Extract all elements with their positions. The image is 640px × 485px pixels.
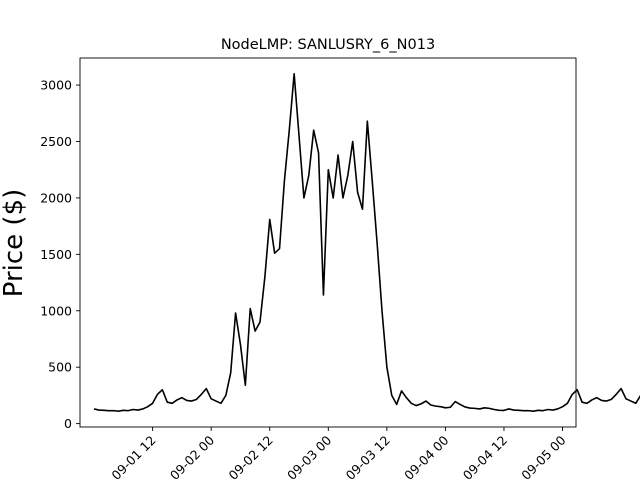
y-tick-label-1000: 1000	[40, 303, 72, 318]
y-tick-label-500: 500	[48, 360, 72, 375]
plot-frame	[79, 57, 577, 428]
y-tick-label-2000: 2000	[40, 190, 72, 205]
x-tick-label-4: 09-03 12	[343, 433, 393, 480]
x-tick-label-0: 09-01 12	[108, 433, 158, 480]
y-tick-label-0: 0	[64, 416, 72, 431]
plot-area: 0 500 1000 1500 2000 2500 3000 09-01 12 09-02 00…	[40, 57, 640, 483]
y-axis-label: Price ($)	[0, 189, 29, 298]
y-tick-label-1500: 1500	[40, 247, 72, 262]
x-tick-label-2: 09-02 12	[226, 433, 276, 480]
x-tick-label-6: 09-04 12	[460, 433, 510, 480]
series-line-0	[93, 73, 640, 413]
y-tick-label-2500: 2500	[40, 134, 72, 149]
chart-title: NodeLMP: SANLUSRY_6_N013	[221, 37, 435, 53]
x-tick-label-5: 09-04 00	[401, 432, 451, 480]
x-tick-label-7: 09-05 00	[518, 432, 568, 480]
x-tick-label-1: 09-02 00	[167, 432, 217, 480]
x-tick-label-3: 09-03 00	[284, 432, 334, 480]
y-tick-label-3000: 3000	[40, 78, 72, 93]
